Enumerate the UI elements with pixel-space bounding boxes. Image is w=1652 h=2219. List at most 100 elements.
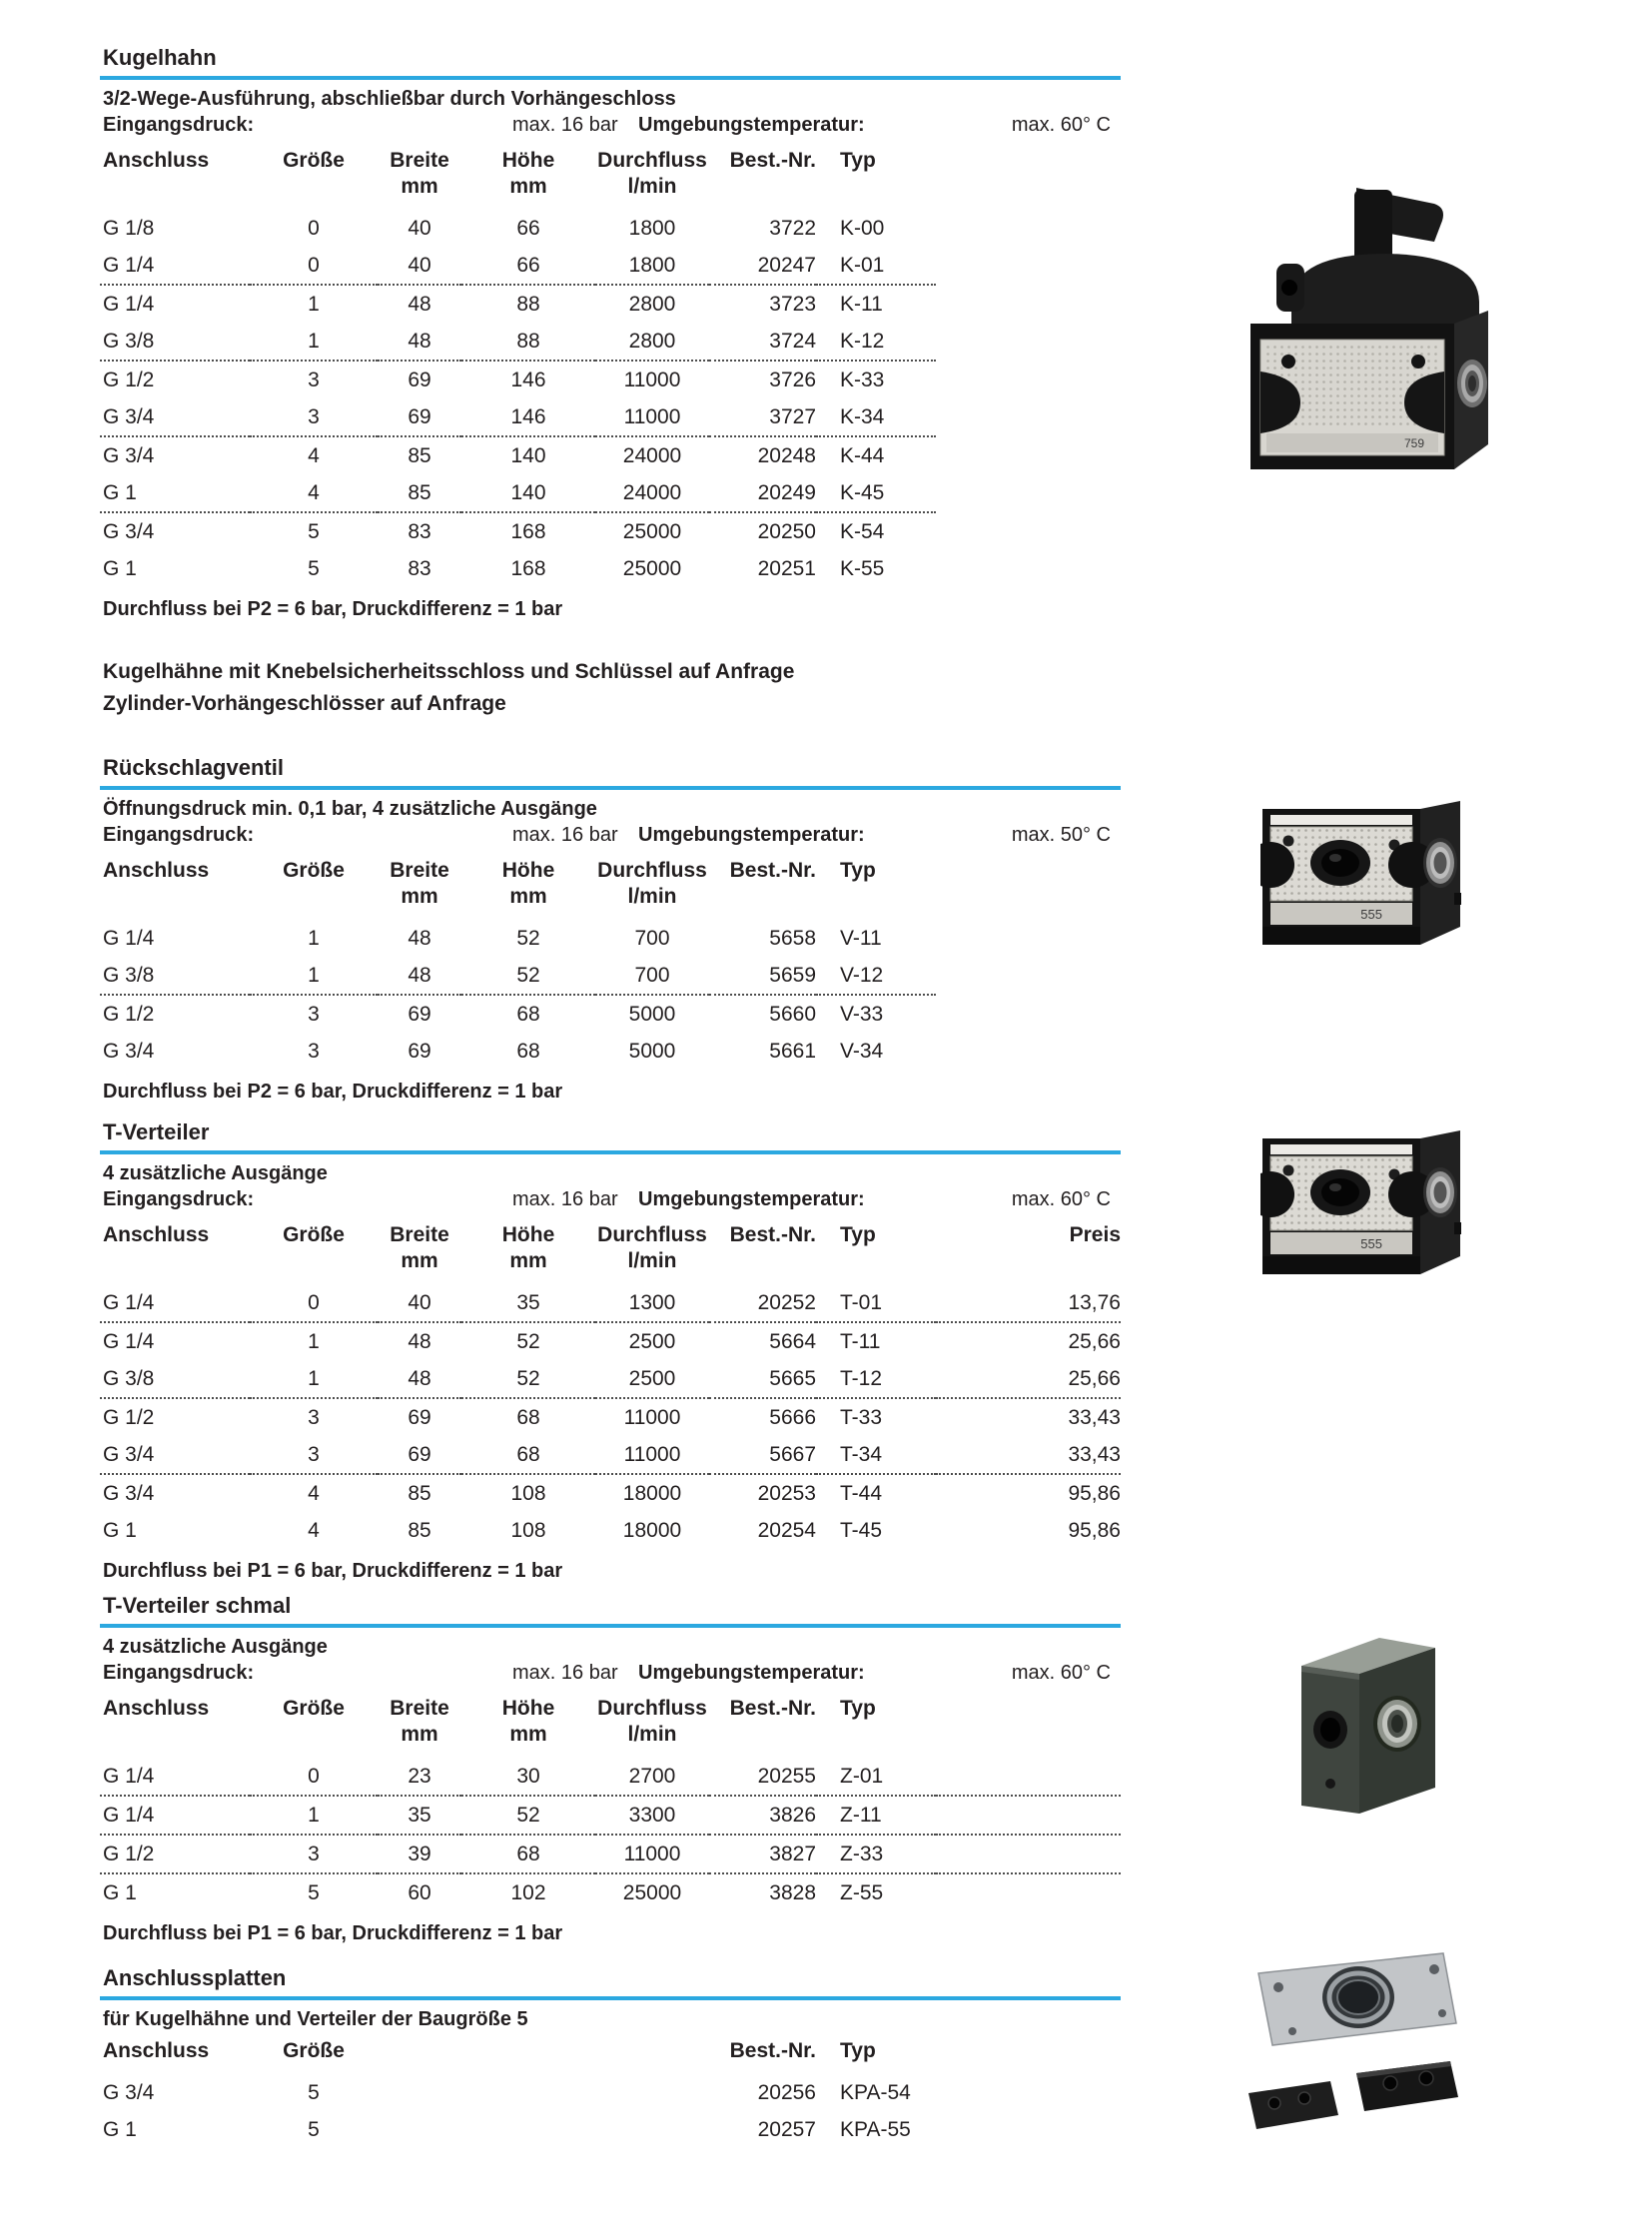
kugelhahn-product-photo: 759: [1237, 148, 1491, 482]
table-cell: 48: [408, 329, 431, 353]
table-cell: [936, 957, 1121, 995]
table-cell: 108: [510, 1518, 546, 1542]
block-top: [1301, 1638, 1435, 1674]
table-cell: 85: [408, 1518, 431, 1542]
section-rule: [100, 1996, 1121, 2000]
header-row: Anschluss Größe Breite mm Höhe mm Durchfluss l/…: [100, 852, 1121, 920]
rueckschlagventil-table: Anschluss Größe Breite mm Höhe mm Durchfluss l/…: [100, 852, 1121, 1070]
table-cell: 11000: [595, 360, 709, 398]
table-cell: 39: [378, 1834, 461, 1873]
column-header: Durchfluss l/min: [597, 859, 707, 908]
table-cell: 25,66: [936, 1321, 1121, 1360]
table-cell: 52: [516, 926, 540, 950]
table-row: G 1/4 1 48 52 700 5658 V-11: [100, 920, 1121, 957]
table-cell: G 1/4: [103, 253, 155, 277]
table-cell: 25000: [622, 556, 682, 580]
table-cell: [936, 1872, 1121, 1911]
column-header: [461, 2032, 595, 2074]
table-cell: V-11: [840, 926, 882, 950]
section-rule: [100, 1624, 1121, 1628]
table-cell: 3826: [709, 1795, 816, 1835]
table-cell: K-34: [840, 404, 885, 428]
table-cell: [936, 436, 1121, 474]
column-header: [936, 2032, 1121, 2074]
table-cell: G 1/4: [100, 1321, 250, 1360]
table-cell: 20252: [757, 1290, 816, 1314]
catalog-content: Kugelhahn 3/2-Wege-Ausführung, abschließ…: [100, 44, 1121, 2148]
table-row: G 1/8 0 40 66 1800 3722 K-00: [100, 210, 1121, 247]
section-rueckschlagventil: Rückschlagventil Öffnungsdruck min. 0,1 …: [100, 754, 1121, 1105]
ambient-temp-value: max. 50° C: [1011, 824, 1111, 846]
column-header: Anschluss: [103, 859, 210, 882]
table-row: G 1/4 1 48 88 2800 3723 K-11: [100, 284, 1121, 323]
inlet-pressure-value: max. 16 bar: [512, 1662, 618, 1684]
section-rule: [100, 786, 1121, 790]
table-cell: 146: [510, 404, 546, 428]
table-cell: 24000: [622, 480, 682, 504]
table-cell: 68: [461, 1397, 595, 1436]
column-header: Typ: [840, 149, 876, 172]
request-notes: Kugelhähne mit Knebelsicherheitsschloss …: [103, 656, 1121, 720]
table-cell: 13,76: [1068, 1290, 1121, 1314]
ambient-temp-label: Umgebungstemperatur:: [638, 114, 865, 136]
section-subtitle: 4 zusätzliche Ausgänge: [103, 1636, 328, 1658]
table-cell: 69: [378, 1397, 461, 1436]
section-anschlussplatten: Anschlussplatten für Kugelhähne und Vert…: [100, 1964, 1121, 2148]
column-header: Anschluss: [103, 149, 210, 172]
table-cell: 68: [516, 1442, 540, 1466]
table-cell: K-33: [816, 360, 936, 398]
column-header: Breite mm: [390, 1697, 449, 1746]
table-cell: 5: [308, 2117, 320, 2141]
table-cell: 4: [250, 435, 378, 474]
table-cell: 23: [408, 1764, 431, 1788]
table-cell: G 3/4: [100, 1473, 250, 1512]
table-cell: G 1: [103, 2117, 137, 2141]
table-cell: 66: [516, 216, 540, 240]
table-cell: 48: [378, 284, 461, 323]
table-cell: K-45: [840, 480, 885, 504]
product-label-text: 555: [1360, 1236, 1382, 1251]
table-cell: G 1: [103, 556, 137, 580]
table-cell: 700: [634, 926, 670, 950]
table-cell: G 1: [103, 1518, 137, 1542]
header-row: Anschluss Größe Best.-Nr. Typ: [100, 2032, 1121, 2074]
table-row: G 3/4 4 85 140 24000 20248 K-44: [100, 435, 1121, 474]
inlet-pressure-value: max. 16 bar: [512, 1188, 618, 1210]
column-header: [936, 852, 1121, 920]
table-row: G 1 5 20257 KPA-55: [100, 2111, 1121, 2148]
inlet-pressure-label: Eingangsdruck:: [103, 114, 255, 136]
table-cell: 5: [250, 1872, 378, 1911]
table-cell: 168: [510, 556, 546, 580]
table-cell: G 1/4: [100, 284, 250, 323]
table-row: G 1 5 83 168 25000 20251 K-55: [100, 550, 1121, 587]
table-cell: K-12: [840, 329, 885, 353]
section-title: T-Verteiler: [103, 1119, 210, 1144]
table-cell: 68: [516, 1039, 540, 1063]
table-row: G 1 5 60 102 25000 3828 Z-55: [100, 1872, 1121, 1911]
table-row: G 3/8 1 48 52 700 5659 V-12: [100, 957, 1121, 995]
table-cell: 33,43: [1068, 1442, 1121, 1466]
section-t-verteiler: T-Verteiler 4 zusätzliche Ausgänge Einga…: [100, 1118, 1121, 1584]
column-header: Höhe mm: [501, 859, 555, 908]
table-cell: 52: [516, 963, 540, 987]
column-header: Größe: [283, 149, 345, 172]
ambient-temp-value: max. 60° C: [1011, 1662, 1111, 1684]
table-cell: 52: [516, 1366, 540, 1390]
table-row: G 1 4 85 140 24000 20249 K-45: [100, 474, 1121, 512]
table-footnote: Durchfluss bei P2 = 6 bar, Druckdifferen…: [103, 1081, 563, 1103]
table-cell: 3: [250, 360, 378, 398]
table-cell: G 1/4: [103, 1290, 155, 1314]
table-cell: 33,43: [936, 1397, 1121, 1436]
table-row: G 3/4 4 85 108 18000 20253 T-44 95,86: [100, 1473, 1121, 1512]
table-cell: 40: [408, 216, 431, 240]
table-cell: 11000: [595, 1834, 709, 1873]
table-cell: 140: [461, 435, 595, 474]
table-cell: 102: [461, 1872, 595, 1911]
column-header: Höhe mm: [501, 1697, 555, 1746]
table-row: G 3/4 5 83 168 25000 20250 K-54: [100, 511, 1121, 550]
table-row: G 1/4 0 40 66 1800 20247 K-01: [100, 247, 1121, 285]
conditions-row: Eingangsdruck: max. 16 bar Umgebungstemp…: [103, 112, 1121, 142]
table-cell: G 3/8: [103, 963, 155, 987]
table-cell: [936, 995, 1121, 1033]
table-cell: 69: [378, 360, 461, 398]
